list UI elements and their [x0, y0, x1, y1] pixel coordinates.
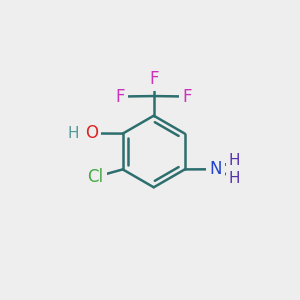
Text: Cl: Cl: [88, 168, 103, 186]
Text: H: H: [68, 126, 79, 141]
Text: O: O: [85, 124, 98, 142]
Text: F: F: [149, 70, 158, 88]
Text: N: N: [209, 160, 222, 178]
Text: F: F: [182, 88, 192, 106]
Text: F: F: [116, 88, 125, 106]
Text: H: H: [228, 153, 240, 168]
Text: H: H: [228, 171, 240, 186]
